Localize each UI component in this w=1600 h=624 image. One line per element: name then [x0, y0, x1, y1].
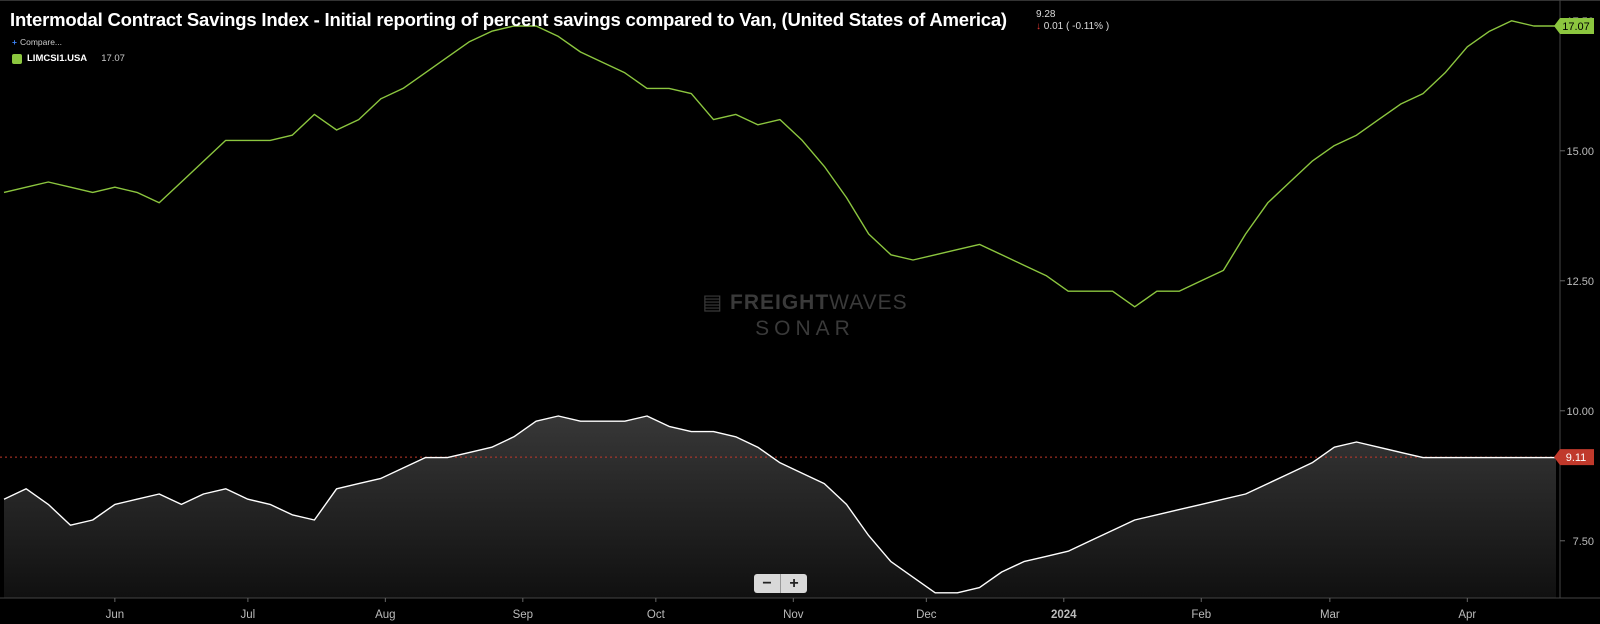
watermark-product: SONAR [755, 317, 855, 340]
white-series-fill [4, 416, 1556, 598]
x-tick-label: Feb [1191, 609, 1211, 621]
x-tick-label: Jun [106, 609, 125, 621]
legend-value: 17.07 [101, 53, 125, 64]
last-value-tag-0 [1554, 18, 1594, 34]
x-tick-label: Jul [241, 609, 256, 621]
legend-symbol: LIMCSI1.USA [27, 53, 88, 64]
zoom-divider [780, 574, 781, 593]
watermark-brand-bold: FREIGHT [730, 291, 830, 314]
x-axis: Jun Jul Aug Sep Oct Nov Dec 2024 Feb Mar Apr [106, 598, 1476, 621]
zoom-in-button[interactable]: + [789, 574, 799, 592]
x-tick-label: Aug [375, 609, 395, 621]
series-line-0 [3, 20, 1556, 308]
x-tick-label: 2024 [1051, 609, 1077, 621]
compare-button[interactable]: + Compare... [12, 37, 62, 47]
quote-change: 0.01 ( -0.11% ) [1043, 21, 1110, 32]
white-series-area [4, 416, 1556, 598]
series-layer [3, 20, 1556, 594]
last-value-label-0: 17.07 [1562, 21, 1590, 33]
y-tick-label: 12.50 [1566, 276, 1594, 288]
x-tick-label: Sep [513, 609, 533, 621]
watermark-brand-light: WAVES [829, 291, 908, 314]
zoom-control: − + [754, 574, 807, 593]
watermark-flag-icon: ▤ [702, 291, 730, 314]
y-tick-label: 15.00 [1566, 146, 1594, 158]
last-value-label-1: 9.11 [1566, 452, 1587, 464]
quote-value: 9.28 [1036, 9, 1056, 20]
x-tick-label: Nov [783, 609, 804, 621]
compare-label: Compare... [19, 37, 63, 47]
last-value-labels: 17.07 9.11 [1554, 18, 1594, 466]
x-tick-label: Apr [1458, 609, 1476, 621]
zoom-out-button[interactable]: − [762, 574, 772, 592]
last-value-tag-1 [1554, 449, 1594, 466]
series-line-1 [3, 415, 1556, 594]
watermark-logo: ▤ FREIGHTWAVES SONAR [670, 290, 940, 341]
plus-icon: + [12, 37, 17, 47]
x-tick-label: Mar [1320, 609, 1340, 621]
down-arrow-icon: ↓ [1036, 21, 1041, 32]
y-tick-label: 7.50 [1573, 536, 1594, 548]
x-tick-label: Dec [916, 609, 937, 621]
chart-title: Intermodal Contract Savings Index - Init… [10, 9, 1007, 30]
x-tick-label: Oct [647, 609, 666, 621]
legend[interactable]: LIMCSI1.USA 17.07 [12, 53, 125, 64]
quote-box: 9.28 ↓ 0.01 ( -0.11% ) [1036, 9, 1109, 33]
y-tick-label: 10.00 [1566, 406, 1594, 418]
legend-swatch [12, 53, 22, 64]
